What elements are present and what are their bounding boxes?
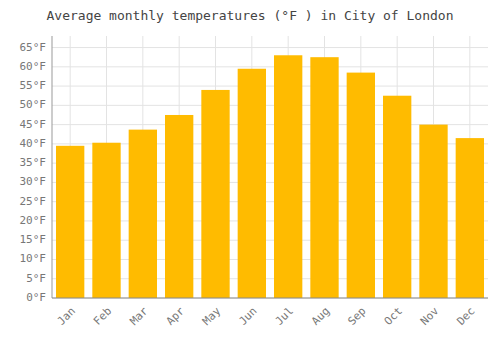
y-tick-label: 30°F	[20, 175, 47, 188]
bar	[456, 138, 484, 298]
y-tick-label: 15°F	[20, 233, 47, 246]
y-grid-line	[52, 86, 488, 87]
bar	[238, 69, 266, 298]
x-tick-label: Dec	[454, 305, 477, 328]
x-tick-label: Jun	[236, 305, 259, 328]
y-tick-label: 50°F	[20, 98, 47, 111]
y-tick-label: 65°F	[20, 41, 47, 54]
x-tick-label: Apr	[164, 304, 188, 328]
y-tick-label: 55°F	[20, 79, 47, 92]
y-tick-label: 35°F	[20, 156, 47, 169]
y-tick-label: 45°F	[20, 118, 47, 131]
y-ticks: 0°F 5°F 10°F 15°F 20°F 25°F 30°F 35°F 40°F 45°F 50…	[20, 41, 47, 304]
bar	[274, 55, 302, 298]
x-tick-label: Sep	[345, 305, 368, 328]
bar	[419, 125, 447, 298]
y-tick-label: 0°F	[26, 291, 46, 304]
x-tick-label: Mar	[127, 304, 151, 328]
bar	[165, 115, 193, 298]
bar	[310, 57, 338, 298]
x-tick-label: Nov	[418, 304, 442, 328]
y-grid-line	[52, 105, 488, 106]
y-grid-line	[52, 66, 488, 67]
bar	[347, 73, 375, 298]
bar	[129, 130, 157, 298]
y-axis-line	[52, 36, 53, 298]
x-ticks: Jan Feb Mar Apr May Jun Jul Aug Sep Oct Nov Dec	[55, 304, 478, 328]
y-tick-label: 60°F	[20, 60, 47, 73]
x-tick-label: Oct	[382, 305, 405, 328]
title: Average monthly temperatures (°F ) in Ci…	[47, 8, 454, 23]
x-tick-label: Jul	[273, 305, 296, 328]
y-grid-line	[52, 47, 488, 48]
y-grid-line	[52, 298, 488, 299]
bar	[201, 90, 229, 298]
x-tick-label: Aug	[309, 305, 332, 328]
grid	[52, 36, 488, 298]
y-tick-label: 5°F	[26, 272, 46, 285]
y-tick-label: 40°F	[20, 137, 47, 150]
bar	[56, 146, 84, 298]
x-tick-label: May	[200, 304, 224, 328]
y-tick-label: 10°F	[20, 252, 47, 265]
chart: 0°F 5°F 10°F 15°F 20°F 25°F 30°F 35°F 40°F 45°F 50…	[0, 0, 500, 350]
y-tick-label: 20°F	[20, 214, 47, 227]
x-tick-label: Jan	[55, 305, 78, 328]
bar	[92, 143, 120, 298]
bar	[383, 96, 411, 298]
x-axis-line	[52, 298, 488, 299]
x-tick-label: Feb	[91, 305, 114, 328]
y-tick-label: 25°F	[20, 195, 47, 208]
bars	[56, 55, 484, 298]
